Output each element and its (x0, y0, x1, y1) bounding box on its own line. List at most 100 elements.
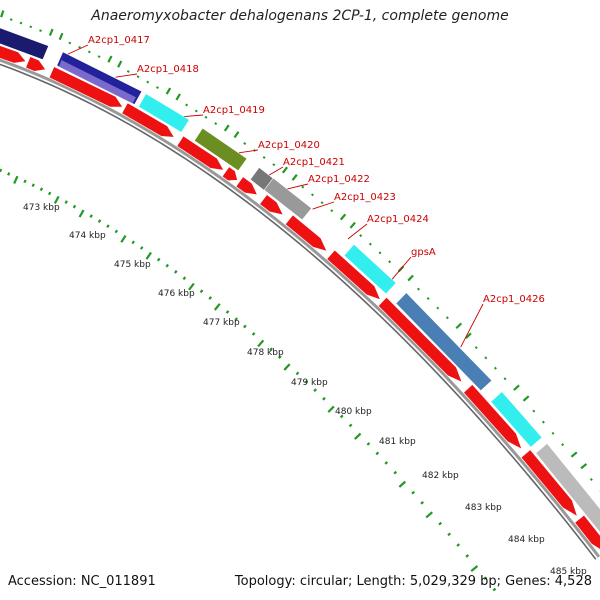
gc-dot (47, 191, 52, 196)
gc-dot (398, 480, 407, 488)
label-leader-line (268, 166, 284, 176)
gc-dot (78, 209, 85, 218)
label-leader-line (238, 149, 259, 154)
gc-dot (97, 55, 101, 58)
gc-dot (455, 322, 463, 330)
gc-dot (411, 490, 416, 495)
feature-block[interactable] (0, 22, 50, 61)
gc-dot (131, 240, 135, 245)
gc-dot (114, 229, 119, 234)
gc-dot (456, 543, 461, 547)
gc-dot (87, 50, 91, 54)
gc-dot (589, 478, 593, 481)
cds-arrow[interactable] (235, 176, 258, 196)
gc-dot (295, 371, 300, 376)
gc-dot (145, 251, 152, 260)
kbp-tick-label: 473 kbp (23, 203, 60, 213)
cds-arrow[interactable] (121, 102, 175, 138)
gc-dot (304, 379, 309, 384)
gc-dot (48, 28, 54, 36)
gene-label-gpsa[interactable]: gpsA (411, 247, 436, 258)
gc-dot (9, 18, 13, 21)
cds-arrow[interactable] (326, 249, 381, 301)
gc-dot (234, 317, 239, 322)
gc-dot (313, 388, 317, 392)
gc-dot (301, 185, 305, 189)
gc-dot (117, 60, 123, 68)
feature-track[interactable] (0, 22, 600, 542)
kbp-tick-label: 484 kbp (508, 535, 545, 545)
gc-dot (243, 142, 247, 145)
gc-dot (214, 122, 218, 126)
gc-dot (13, 175, 19, 184)
gc-dot (465, 554, 470, 558)
gene-label-a2cp1_0424[interactable]: A2cp1_0424 (367, 214, 429, 225)
gene-label-a2cp1_0420[interactable]: A2cp1_0420 (258, 140, 320, 151)
gc-dot (78, 45, 81, 49)
gc-dot (233, 131, 240, 139)
kbp-tick-label: 485 kbp (550, 567, 587, 577)
kbp-tick-label: 481 kbp (379, 437, 416, 447)
gc-dot (199, 289, 204, 294)
gene-label-a2cp1_0422[interactable]: A2cp1_0422 (308, 174, 370, 185)
gc-dot (425, 511, 433, 519)
gc-dot (465, 332, 472, 339)
gc-dot (185, 103, 189, 107)
gc-dot (31, 183, 35, 188)
cds-arrow[interactable] (520, 449, 578, 518)
gc-dot (146, 80, 150, 84)
feature-block[interactable] (193, 127, 248, 172)
cds-arrow[interactable] (221, 166, 238, 182)
gc-dot (570, 451, 578, 458)
cds-arrow[interactable] (25, 56, 47, 72)
gc-dot (393, 470, 398, 475)
gc-dot (366, 442, 371, 446)
gc-dot (175, 93, 181, 101)
gene-label-a2cp1_0418[interactable]: A2cp1_0418 (137, 64, 199, 75)
cds-arrow[interactable] (377, 296, 463, 383)
gc-dot (182, 276, 187, 281)
cds-track (0, 38, 600, 553)
map-title: Anaeromyxobacter dehalogenans 2CP-1, com… (91, 8, 509, 24)
label-leader-line (184, 114, 204, 117)
genome-summary-text: Topology: circular; Length: 5,029,329 bp… (234, 574, 592, 589)
gc-dot (407, 274, 414, 282)
feature-block[interactable] (490, 391, 543, 448)
feature-block-shade[interactable] (58, 60, 136, 104)
kbp-tick-label: 479 kbp (291, 378, 328, 388)
gene-label-a2cp1_0426[interactable]: A2cp1_0426 (483, 294, 545, 305)
gc-dot (19, 21, 23, 25)
feature-block[interactable] (263, 177, 313, 221)
backbone-line-inner (0, 63, 597, 560)
gene-label-a2cp1_0419[interactable]: A2cp1_0419 (203, 105, 265, 116)
cds-arrow[interactable] (176, 135, 225, 171)
kbp-tick-label: 483 kbp (465, 503, 502, 513)
kbp-tick-label: 478 kbp (247, 348, 284, 358)
cds-arrow[interactable] (284, 214, 328, 252)
cds-arrow[interactable] (259, 194, 284, 216)
gene-label-a2cp1_0423[interactable]: A2cp1_0423 (334, 192, 396, 203)
gc-dot (194, 109, 198, 113)
feature-block[interactable] (535, 442, 600, 541)
gc-dot (484, 356, 488, 360)
gc-dot (291, 174, 298, 181)
kbp-tick-label: 475 kbp (114, 260, 151, 270)
gene-label-a2cp1_0417[interactable]: A2cp1_0417 (88, 35, 150, 46)
cds-arrow[interactable] (48, 66, 124, 108)
cds-arrow[interactable] (0, 38, 27, 64)
gc-dot (272, 163, 276, 167)
feature-block[interactable] (395, 292, 493, 392)
cds-arrow[interactable] (574, 514, 600, 553)
gc-dot (541, 420, 545, 424)
kbp-ruler: 473 kbp 474 kbp 475 kbp 476 kbp 477 kbp 478 k… (23, 203, 587, 577)
gc-dot (359, 234, 363, 238)
gc-dot (72, 204, 77, 209)
cds-arrow[interactable] (463, 384, 523, 450)
feature-block[interactable] (343, 243, 397, 295)
gene-labels[interactable]: A2cp1_0417 A2cp1_0418 A2cp1_0419 A2cp1_0420… (88, 35, 545, 305)
gc-dot (165, 263, 170, 268)
feature-block[interactable] (138, 93, 190, 133)
gene-label-a2cp1_0421[interactable]: A2cp1_0421 (283, 157, 345, 168)
gc-dot (493, 366, 497, 370)
kbp-tick-label: 474 kbp (69, 231, 106, 241)
